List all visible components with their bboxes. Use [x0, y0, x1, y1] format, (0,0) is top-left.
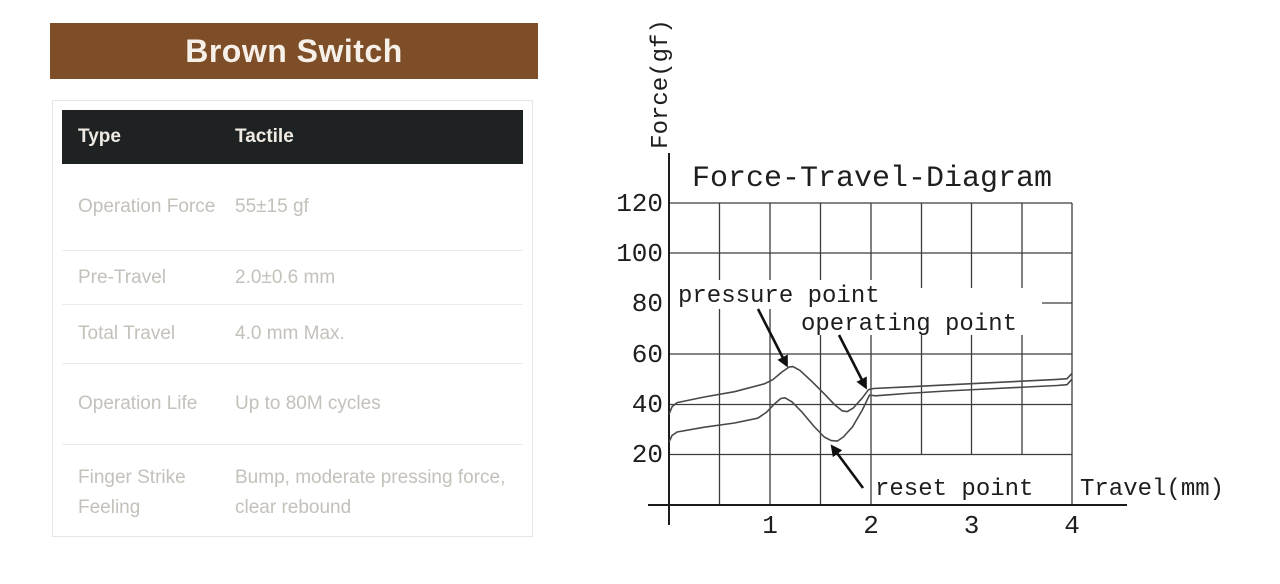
table-row: Pre-Travel 2.0±0.6 mm	[62, 251, 523, 305]
spec-header-value: Tactile	[235, 126, 294, 147]
x-tick: 4	[1064, 511, 1080, 541]
table-row: Total Travel 4.0 mm Max.	[62, 305, 523, 364]
switch-title-bar: Brown Switch	[50, 23, 538, 79]
y-tick: 60	[632, 340, 663, 370]
switch-title: Brown Switch	[185, 33, 403, 69]
release-curve	[668, 378, 1073, 443]
spec-label: Operation Life	[78, 393, 198, 414]
spec-label: Finger Strike Feeling	[78, 467, 186, 518]
y-tick: 120	[616, 189, 663, 219]
y-tick: 20	[632, 440, 663, 470]
spec-label: Pre-Travel	[78, 266, 166, 288]
x-axis-label: Travel(mm)	[1080, 476, 1224, 503]
table-row: Finger Strike Feeling Bump, moderate pre…	[62, 445, 523, 541]
y-tick-labels: 120 100 80 60 40 20	[616, 189, 663, 470]
spec-value: 4.0 mm Max.	[235, 323, 345, 344]
operating-point-label: operating point	[801, 311, 1017, 338]
spec-label: Total Travel	[78, 323, 176, 344]
reset-point-arrow	[830, 444, 865, 489]
spec-value: Up to 80M cycles	[235, 393, 381, 414]
spec-value: 55±15 gf	[235, 196, 309, 217]
table-row: Operation Force 55±15 gf	[62, 164, 523, 251]
spec-header-type: Type	[78, 126, 121, 147]
spec-value: 2.0±0.6 mm	[235, 266, 336, 288]
spec-value: Bump, moderate pressing force, clear reb…	[235, 467, 506, 518]
spec-table-header-row: Type Tactile	[62, 110, 523, 164]
x-tick: 3	[964, 511, 980, 541]
x-tick-labels: 1 2 3 4	[762, 511, 1080, 541]
y-axis-label: Force(gf)	[648, 19, 675, 149]
x-tick: 1	[762, 511, 778, 541]
x-tick: 2	[863, 511, 879, 541]
reset-point-label: reset point	[875, 476, 1033, 503]
spec-table: Type Tactile Operation Force 55±15 gf Pr…	[52, 100, 533, 537]
pressure-point-arrow	[756, 308, 788, 368]
chart-title: Force-Travel-Diagram	[692, 162, 1052, 196]
operating-point-arrow	[837, 334, 867, 390]
y-tick: 80	[632, 289, 663, 319]
spec-label: Operation Force	[78, 196, 216, 217]
y-tick: 40	[632, 390, 663, 420]
table-row: Operation Life Up to 80M cycles	[62, 364, 523, 445]
y-tick: 100	[616, 239, 663, 269]
press-curve	[668, 365, 1073, 415]
chart-grid-vertical	[718, 203, 1073, 505]
pressure-point-label: pressure point	[678, 283, 880, 310]
